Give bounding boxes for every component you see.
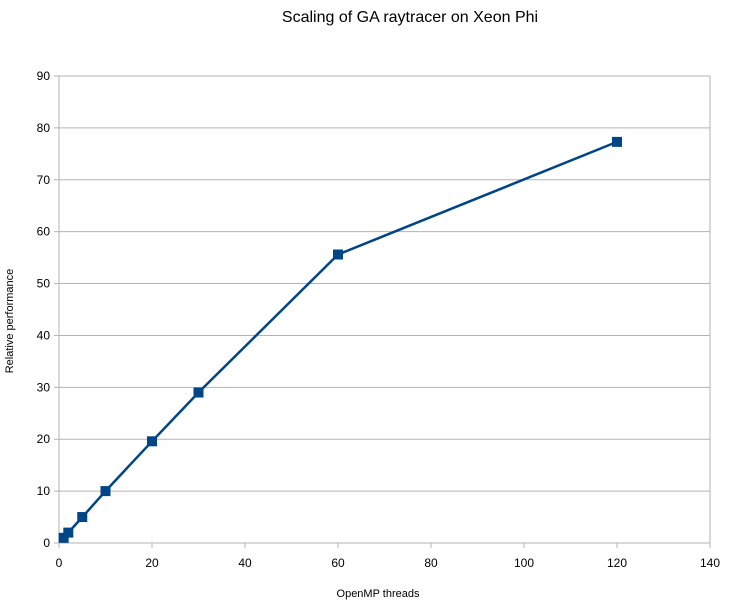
x-axis-title: OpenMP threads: [337, 588, 420, 600]
data-point: [63, 527, 74, 538]
data-point: [147, 436, 157, 447]
data-point: [100, 486, 111, 497]
x-tick-label: 60: [331, 556, 345, 570]
x-tick-label: 140: [700, 556, 720, 570]
data-point: [77, 512, 88, 523]
y-tick-label: 40: [37, 328, 51, 342]
y-tick-label: 20: [37, 432, 51, 446]
y-tick-label: 10: [37, 484, 51, 498]
x-tick-labels: 0 20 40 60 80 100 120 140: [56, 556, 721, 570]
y-tick-label: 90: [37, 69, 51, 83]
x-tick-label: 120: [607, 556, 627, 570]
y-tick-label: 0: [43, 536, 50, 550]
y-tick-labels: 0 10 20 30 40 50 60 70 80 90: [37, 69, 51, 550]
y-tick-label: 50: [37, 277, 51, 291]
data-point: [58, 532, 69, 543]
data-point: [193, 387, 204, 398]
data-point: [612, 136, 622, 147]
x-tick-label: 20: [145, 556, 159, 570]
chart-title: Scaling of GA raytracer on Xeon Phi: [282, 9, 538, 26]
x-tick-label: 40: [238, 556, 252, 570]
x-tick-label: 100: [514, 556, 534, 570]
y-axis-title: Relative performance: [4, 269, 16, 374]
x-tick-label: 0: [56, 556, 63, 570]
data-series: [58, 136, 622, 543]
plot-frame: [58, 75, 711, 544]
axes: [54, 75, 711, 548]
y-tick-label: 80: [37, 121, 51, 135]
data-point: [333, 249, 343, 260]
y-tick-label: 30: [37, 380, 51, 394]
series-line: [62, 140, 618, 539]
x-tick-label: 80: [424, 556, 438, 570]
y-tick-label: 60: [37, 225, 51, 239]
y-tick-label: 70: [37, 173, 51, 187]
